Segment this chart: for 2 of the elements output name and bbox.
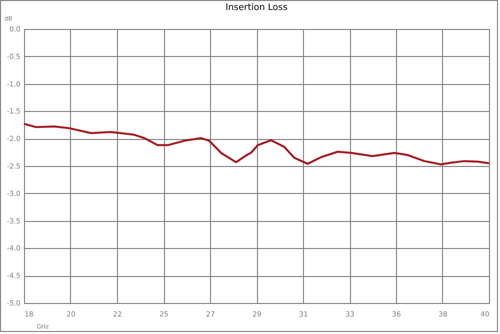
line-series	[23, 122, 490, 166]
chart-title: Insertion Loss	[225, 3, 288, 13]
